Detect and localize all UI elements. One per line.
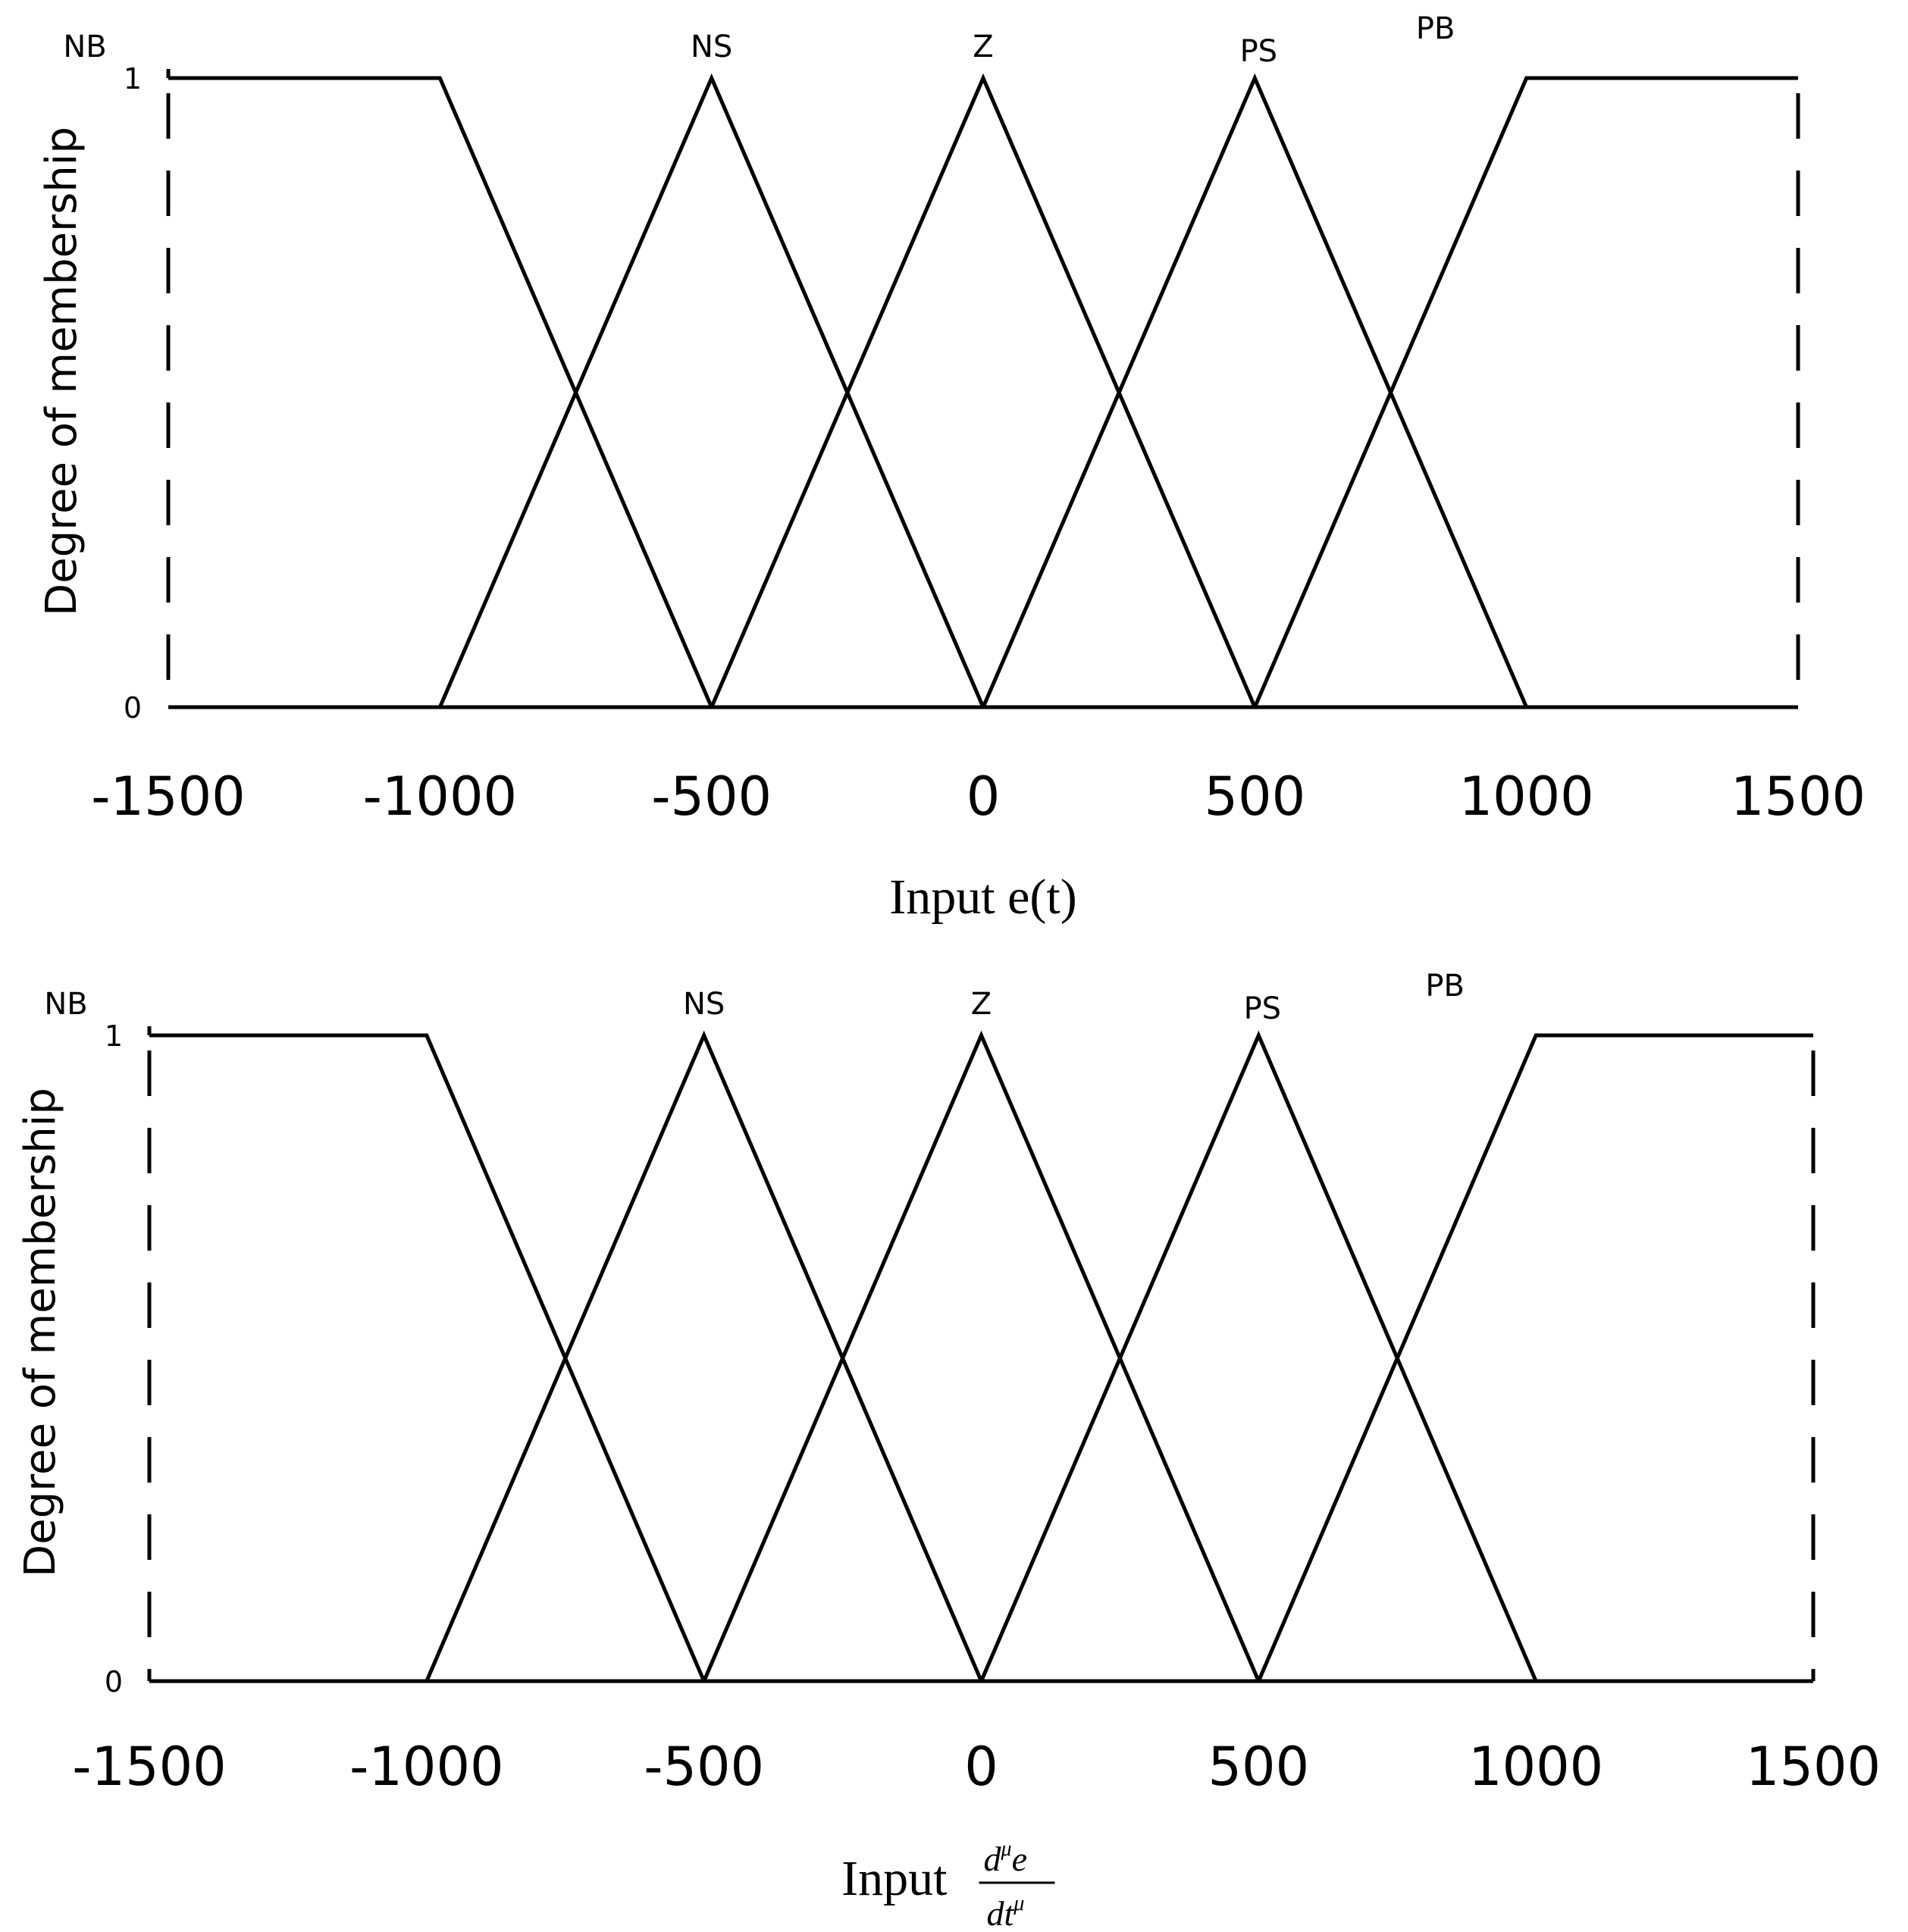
x-axis-label-prefix: Input — [841, 1851, 947, 1906]
x-axis-label: Input e(t) — [889, 869, 1076, 925]
y-tick-label: 1 — [105, 1019, 123, 1053]
x-tick-label: -500 — [651, 766, 772, 828]
x-tick-label: 0 — [967, 766, 1001, 828]
y-tick-label: 0 — [124, 691, 142, 725]
y-axis-label: Degree of membership — [16, 1088, 65, 1577]
mf-z-line — [710, 73, 1257, 708]
x-tick-label: 500 — [1205, 766, 1306, 828]
mf-pb-line — [1253, 76, 1798, 708]
mf-z-line — [702, 1030, 1261, 1682]
mf-ps-label: PS — [1244, 991, 1282, 1026]
x-tick-label: 1000 — [1459, 766, 1594, 828]
mf-ps-label: PS — [1240, 34, 1278, 69]
x-tick-label: -500 — [644, 1736, 764, 1798]
x-tick-label: 500 — [1208, 1736, 1310, 1798]
x-tick-label: 1500 — [1731, 766, 1866, 828]
mf-nb-line — [149, 1033, 706, 1682]
x-tick-label: -1000 — [349, 1736, 503, 1798]
x-tick-label: -1000 — [363, 766, 517, 828]
x-tick-label: -1500 — [91, 766, 245, 828]
y-tick-label: 1 — [124, 62, 142, 96]
x-tick-label: 1000 — [1468, 1736, 1603, 1798]
mf-ps-line — [979, 1030, 1538, 1682]
x-tick-label: -1500 — [72, 1736, 226, 1798]
x-axis-label-denominator: dtμ — [987, 1892, 1025, 1932]
mf-pb-label: PB — [1416, 11, 1455, 46]
mf-nb-line — [168, 76, 713, 708]
mf-pb-line — [1257, 1033, 1813, 1682]
chart-panel-2: NB NS Z PS PB 0 1 -1500 -1000 -500 0 500 1000 1500 Deg… — [16, 969, 1881, 1932]
x-tick-label: 0 — [964, 1736, 998, 1798]
mf-z-label: Z — [971, 987, 992, 1022]
mf-pb-label: PB — [1425, 969, 1465, 1004]
x-axis-label-numerator: dμe — [984, 1837, 1027, 1878]
mf-ps-line — [981, 73, 1528, 708]
y-axis-label: Degree of membership — [37, 127, 86, 616]
mf-nb-label: NB — [44, 987, 87, 1022]
mf-ns-line — [425, 1030, 983, 1682]
mf-ns-label: NS — [691, 30, 732, 64]
y-tick-label: 0 — [105, 1665, 123, 1699]
mf-z-label: Z — [973, 30, 993, 64]
mf-ns-line — [438, 73, 985, 708]
mf-nb-label: NB — [63, 30, 106, 64]
chart-panel-1: NB NS Z PS PB 0 1 -1500 -1000 -500 0 500 1000 1500 Deg… — [37, 11, 1866, 925]
mf-ns-label: NS — [683, 987, 725, 1022]
x-axis-label: Input dμe dtμ — [841, 1837, 1055, 1932]
x-tick-label: 1500 — [1746, 1736, 1881, 1798]
